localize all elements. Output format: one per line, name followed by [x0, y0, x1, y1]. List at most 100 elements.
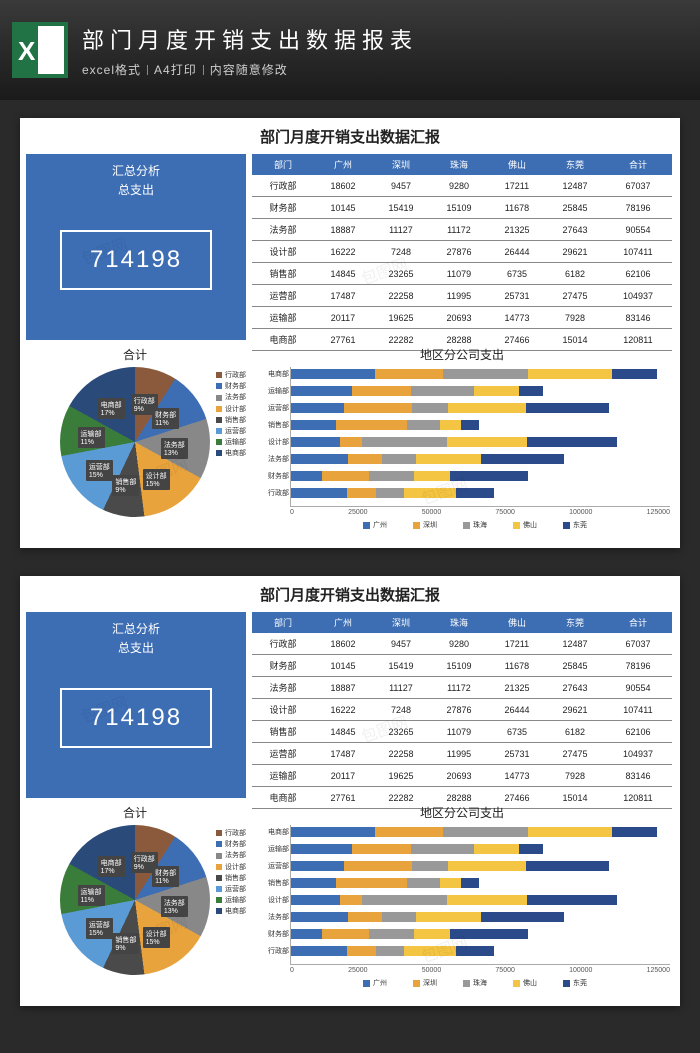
pie-slice-label: 财务部11% [152, 408, 179, 429]
bar-title: 地区分公司支出 [254, 346, 670, 363]
table-row: 设计部162227248278762644429621107411 [252, 241, 672, 263]
bar-legend-item: 东莞 [537, 522, 587, 529]
bar-segment [291, 861, 344, 871]
bar-segment [291, 420, 336, 430]
bar-segment [528, 369, 611, 379]
bar-segment [291, 946, 347, 956]
table-header: 佛山 [488, 612, 546, 633]
table-row: 运营部1748722258119952573127475104937 [252, 743, 672, 765]
bar-row: 设计部 [291, 435, 670, 449]
bar-segment [291, 488, 347, 498]
bar-segment [519, 386, 543, 396]
pie-legend-item: 财务部 [207, 839, 246, 850]
bar-segment [336, 420, 407, 430]
pie-chart: 行政部9%财务部11%法务部13%设计部15%销售部9%运营部15%运输部11%… [60, 825, 210, 975]
bar-segment [519, 844, 543, 854]
bar-segment [291, 878, 336, 888]
expense-table: 部门广州深圳珠海佛山东莞合计行政部18602945792801721112487… [252, 154, 672, 351]
bar-panel: 地区分公司支出 电商部运输部运营部销售部设计部法务部财务部行政部 0250005… [250, 342, 680, 548]
bar-segment [291, 403, 344, 413]
bar-segment [461, 420, 480, 430]
bar-row-label: 设计部 [255, 437, 289, 447]
pie-legend-item: 运营部 [207, 426, 246, 437]
bar-row-label: 销售部 [255, 420, 289, 430]
pie-slice-label: 财务部11% [152, 866, 179, 887]
bar-segment [527, 437, 617, 447]
pie-legend-item: 电商部 [207, 906, 246, 917]
banner-subtitle: excel格式A4打印内容随意修改 [82, 61, 688, 78]
pie-legend-item: 运输部 [207, 895, 246, 906]
bar-row: 运输部 [291, 842, 670, 856]
summary-value: 714198 [60, 688, 212, 748]
bar-segment [448, 403, 526, 413]
bar-row-label: 运输部 [255, 386, 289, 396]
bar-chart: 电商部运输部运营部销售部设计部法务部财务部行政部 [290, 825, 670, 965]
bar-segment [450, 929, 528, 939]
pie-legend-item: 销售部 [207, 873, 246, 884]
bar-x-axis: 0250005000075000100000125000 [290, 967, 670, 974]
bar-segment [412, 403, 448, 413]
bar-legend-item: 深圳 [387, 980, 437, 987]
table-header: 广州 [314, 612, 372, 633]
pie-legend-item: 销售部 [207, 415, 246, 426]
bar-legend-item: 广州 [337, 522, 387, 529]
bar-segment [411, 844, 474, 854]
pie-slice-label: 设计部15% [143, 927, 170, 948]
bar-segment [291, 471, 322, 481]
bar-segment [291, 895, 340, 905]
pie-slice-label: 设计部15% [143, 469, 170, 490]
bar-segment [322, 471, 369, 481]
pie-legend-item: 设计部 [207, 404, 246, 415]
summary-box: 汇总分析总支出 714198 [26, 612, 246, 798]
bar-segment [375, 369, 443, 379]
bar-segment [440, 420, 460, 430]
bar-segment [416, 454, 481, 464]
pie-title: 合计 [20, 346, 250, 363]
bar-segment [481, 912, 565, 922]
bar-panel: 地区分公司支出 电商部运输部运营部销售部设计部法务部财务部行政部 0250005… [250, 800, 680, 1006]
pie-slice-label: 法务部13% [161, 896, 188, 917]
bar-segment [369, 471, 415, 481]
bar-row-label: 电商部 [255, 827, 289, 837]
bar-segment [450, 471, 528, 481]
bar-row-label: 设计部 [255, 895, 289, 905]
pie-slice-label: 运营部15% [86, 460, 113, 481]
bar-segment [382, 454, 416, 464]
table-row: 法务部188871112711172213252764390554 [252, 219, 672, 241]
bar-row-label: 运输部 [255, 844, 289, 854]
bar-segment [456, 946, 494, 956]
bar-segment [526, 861, 609, 871]
table-row: 法务部188871112711172213252764390554 [252, 677, 672, 699]
bar-segment [411, 386, 474, 396]
bar-segment [412, 861, 448, 871]
bar-segment [291, 827, 375, 837]
table-header: 东莞 [546, 612, 604, 633]
expense-table: 部门广州深圳珠海佛山东莞合计行政部18602945792801721112487… [252, 612, 672, 809]
bar-segment [376, 946, 404, 956]
bar-segment [481, 454, 565, 464]
pie-slice-label: 销售部9% [112, 475, 139, 496]
bar-segment [440, 878, 460, 888]
pie-slice-label: 运营部15% [86, 918, 113, 939]
sheet-preview-1: 部门月度开销支出数据汇报汇总分析总支出 714198部门广州深圳珠海佛山东莞合计… [20, 118, 680, 548]
pie-legend: 行政部财务部法务部设计部销售部运营部运输部电商部 [207, 828, 246, 918]
bar-segment [352, 386, 412, 396]
bar-row: 财务部 [291, 469, 670, 483]
bar-legend-item: 广州 [337, 980, 387, 987]
bar-segment [362, 895, 447, 905]
bar-segment [291, 386, 352, 396]
bar-segment [291, 844, 352, 854]
bar-segment [336, 878, 407, 888]
excel-icon [12, 22, 68, 78]
table-row: 运输部20117196252069314773792883146 [252, 307, 672, 329]
bar-legend-item: 东莞 [537, 980, 587, 987]
pie-title: 合计 [20, 804, 250, 821]
bar-segment [347, 946, 376, 956]
bar-segment [340, 895, 362, 905]
table-header: 东莞 [546, 154, 604, 175]
bar-row: 法务部 [291, 452, 670, 466]
bar-segment [416, 912, 481, 922]
bar-chart: 电商部运输部运营部销售部设计部法务部财务部行政部 [290, 367, 670, 507]
bar-segment [448, 861, 526, 871]
pie-legend-item: 行政部 [207, 370, 246, 381]
